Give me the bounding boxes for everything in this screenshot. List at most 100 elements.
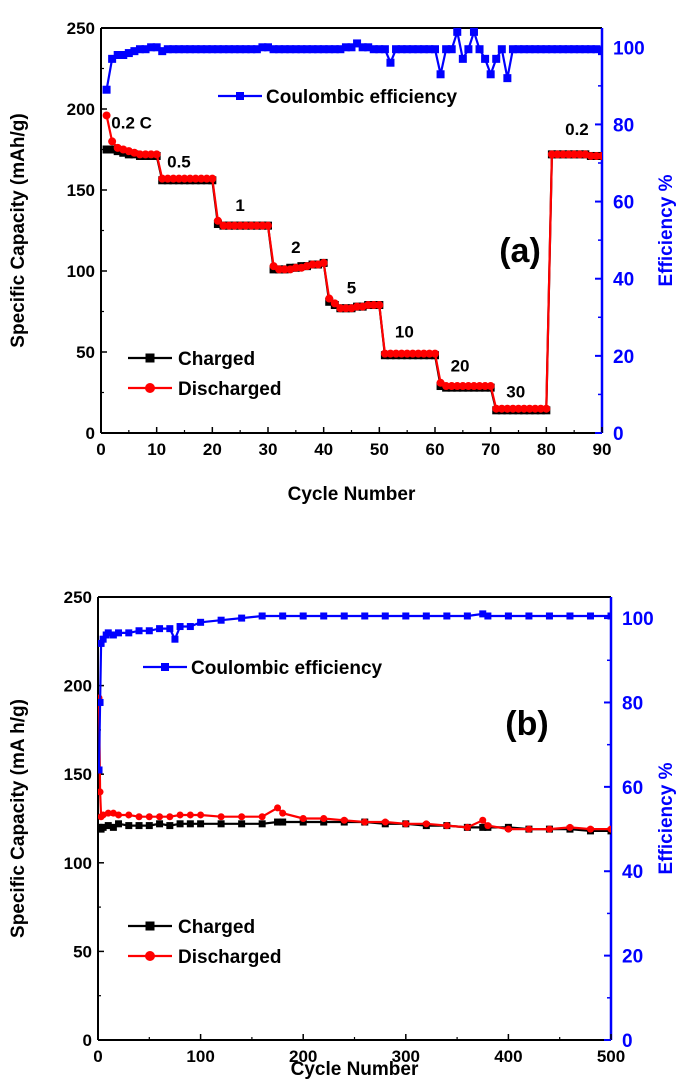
data-point-discharged bbox=[492, 404, 501, 413]
data-point-efficiency bbox=[319, 45, 328, 54]
data-point-discharged bbox=[586, 151, 595, 160]
y2-tick-label: 0 bbox=[613, 424, 624, 445]
data-point-discharged bbox=[547, 150, 556, 159]
data-point-discharged bbox=[397, 349, 406, 358]
data-point-discharged bbox=[542, 404, 551, 413]
data-point-charged bbox=[99, 823, 107, 831]
data-point-discharged bbox=[135, 813, 143, 821]
data-point-efficiency bbox=[108, 54, 117, 63]
data-point-discharged bbox=[508, 404, 517, 413]
x-tick-label: 200 bbox=[289, 1047, 317, 1066]
data-point-efficiency bbox=[230, 45, 239, 54]
data-point-efficiency bbox=[566, 612, 574, 620]
data-point-discharged bbox=[174, 174, 183, 183]
data-point-discharged bbox=[525, 404, 534, 413]
data-point-discharged bbox=[364, 301, 373, 310]
data-point-discharged bbox=[570, 150, 579, 159]
data-point-charged bbox=[299, 818, 307, 826]
data-point-efficiency bbox=[191, 45, 200, 54]
data-point-efficiency bbox=[158, 47, 167, 56]
data-point-efficiency bbox=[336, 45, 345, 54]
data-point-efficiency bbox=[269, 45, 278, 54]
y-tick-label: 50 bbox=[76, 343, 95, 362]
data-point-efficiency bbox=[308, 45, 317, 54]
data-point-discharged bbox=[486, 382, 495, 391]
x-tick-label: 40 bbox=[314, 440, 333, 459]
data-point-efficiency bbox=[436, 70, 445, 79]
data-point-discharged bbox=[403, 349, 412, 358]
data-point-discharged bbox=[104, 809, 112, 817]
data-point-efficiency bbox=[275, 45, 284, 54]
data-point-discharged bbox=[197, 811, 205, 819]
x-tick-label: 30 bbox=[259, 440, 278, 459]
data-point-charged bbox=[104, 822, 112, 830]
data-point-efficiency bbox=[347, 43, 356, 52]
data-point-efficiency bbox=[484, 612, 492, 620]
data-point-discharged bbox=[380, 349, 389, 358]
data-point-efficiency bbox=[542, 45, 551, 54]
data-point-efficiency bbox=[525, 612, 533, 620]
data-point-efficiency bbox=[186, 45, 195, 54]
data-point-charged bbox=[125, 822, 133, 830]
y2-tick-label: 60 bbox=[622, 778, 643, 799]
data-point-discharged bbox=[531, 404, 540, 413]
data-point-efficiency bbox=[392, 45, 401, 54]
data-point-efficiency bbox=[171, 635, 179, 643]
data-point-discharged bbox=[375, 301, 384, 310]
data-point-efficiency bbox=[361, 612, 369, 620]
data-point-discharged bbox=[419, 349, 428, 358]
data-point-charged bbox=[166, 822, 174, 830]
data-point-discharged bbox=[425, 349, 434, 358]
data-point-charged bbox=[145, 822, 153, 830]
data-point-efficiency bbox=[531, 45, 540, 54]
data-point-efficiency bbox=[163, 45, 172, 54]
data-point-efficiency bbox=[380, 45, 389, 54]
data-point-efficiency bbox=[264, 43, 272, 52]
data-point-efficiency bbox=[156, 625, 164, 633]
data-point-efficiency bbox=[186, 623, 194, 631]
data-point-efficiency bbox=[607, 612, 611, 620]
series-discharged bbox=[102, 111, 602, 413]
rate-annotation: 30 bbox=[506, 382, 525, 401]
data-point-efficiency bbox=[320, 612, 328, 620]
data-point-discharged bbox=[238, 813, 246, 821]
legend-charged-label: Charged bbox=[178, 349, 255, 370]
data-point-efficiency bbox=[98, 698, 104, 706]
data-point-efficiency bbox=[98, 639, 105, 647]
data-point-discharged bbox=[152, 150, 161, 159]
data-point-discharged bbox=[230, 221, 239, 230]
data-point-efficiency bbox=[152, 43, 161, 52]
data-point-efficiency bbox=[176, 623, 184, 631]
data-point-efficiency bbox=[109, 631, 117, 639]
data-point-charged bbox=[115, 820, 123, 828]
data-point-charged bbox=[320, 818, 328, 826]
data-point-efficiency bbox=[453, 27, 462, 36]
data-point-discharged bbox=[325, 294, 334, 303]
y2-tick-label: 100 bbox=[622, 609, 654, 630]
data-point-charged bbox=[108, 145, 117, 154]
x-tick-label: 20 bbox=[203, 440, 222, 459]
legend-charged: Charged bbox=[128, 349, 255, 370]
data-point-efficiency bbox=[419, 45, 428, 54]
data-point-efficiency bbox=[174, 45, 183, 54]
data-point-efficiency bbox=[130, 47, 139, 56]
y2-tick-label: 80 bbox=[613, 115, 634, 136]
data-point-discharged bbox=[386, 349, 395, 358]
rate-annotation: 0.2 bbox=[565, 120, 589, 139]
data-point-discharged bbox=[361, 818, 369, 826]
data-point-discharged bbox=[464, 382, 473, 391]
data-point-discharged bbox=[258, 221, 267, 230]
data-point-efficiency bbox=[422, 612, 430, 620]
data-point-discharged bbox=[291, 263, 300, 272]
data-point-efficiency bbox=[408, 45, 417, 54]
data-point-efficiency bbox=[520, 45, 529, 54]
data-point-efficiency bbox=[364, 43, 373, 52]
data-point-charged bbox=[102, 145, 111, 154]
legend-efficiency-marker bbox=[161, 663, 169, 671]
data-point-efficiency bbox=[559, 45, 568, 54]
rate-annotation: 5 bbox=[347, 279, 356, 298]
data-point-efficiency bbox=[299, 612, 307, 620]
data-point-discharged bbox=[115, 811, 123, 819]
data-point-efficiency bbox=[481, 54, 490, 63]
